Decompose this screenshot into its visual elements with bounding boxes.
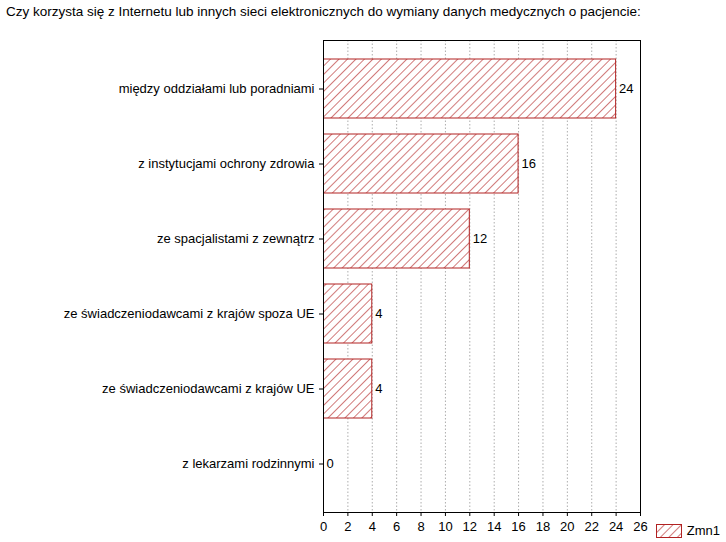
svg-text:z lekarzami rodzinnymi: z lekarzami rodzinnymi bbox=[182, 456, 314, 471]
html-text:Czy korzysta się z Internetu l: Czy korzysta się z Internetu lub innych … bbox=[6, 4, 641, 19]
svg-text:10: 10 bbox=[438, 519, 452, 534]
svg-text:4: 4 bbox=[375, 306, 382, 321]
svg-text:ze świadczeniodawcami z krajów: ze świadczeniodawcami z krajów UE bbox=[102, 381, 315, 396]
html-text:Zmn1: Zmn1 bbox=[686, 523, 720, 538]
svg-text:6: 6 bbox=[393, 519, 400, 534]
svg-text:ze świadczeniodawcami z krajów: ze świadczeniodawcami z krajów spoza UE bbox=[64, 306, 315, 321]
svg-text:22: 22 bbox=[584, 519, 598, 534]
svg-text:16: 16 bbox=[522, 156, 536, 171]
svg-text:4: 4 bbox=[369, 519, 376, 534]
svg-text:z instytucjami ochrony zdrowia: z instytucjami ochrony zdrowia bbox=[138, 156, 315, 171]
svg-text:26: 26 bbox=[633, 519, 647, 534]
svg-text:ze spacjalistami z zewnątrz: ze spacjalistami z zewnątrz bbox=[157, 231, 315, 246]
svg-text:24: 24 bbox=[619, 81, 633, 96]
svg-text:8: 8 bbox=[417, 519, 424, 534]
svg-text:24: 24 bbox=[609, 519, 623, 534]
svg-text:między oddziałami lub poradnia: między oddziałami lub poradniami bbox=[119, 81, 315, 96]
svg-text:4: 4 bbox=[375, 381, 382, 396]
svg-text:20: 20 bbox=[560, 519, 574, 534]
svg-text:16: 16 bbox=[511, 519, 525, 534]
svg-text:0: 0 bbox=[320, 519, 327, 534]
svg-text:12: 12 bbox=[473, 231, 487, 246]
svg-text:14: 14 bbox=[487, 519, 501, 534]
svg-text:12: 12 bbox=[463, 519, 477, 534]
svg-text:2: 2 bbox=[344, 519, 351, 534]
svg-text:18: 18 bbox=[536, 519, 550, 534]
svg-text:0: 0 bbox=[327, 456, 334, 471]
